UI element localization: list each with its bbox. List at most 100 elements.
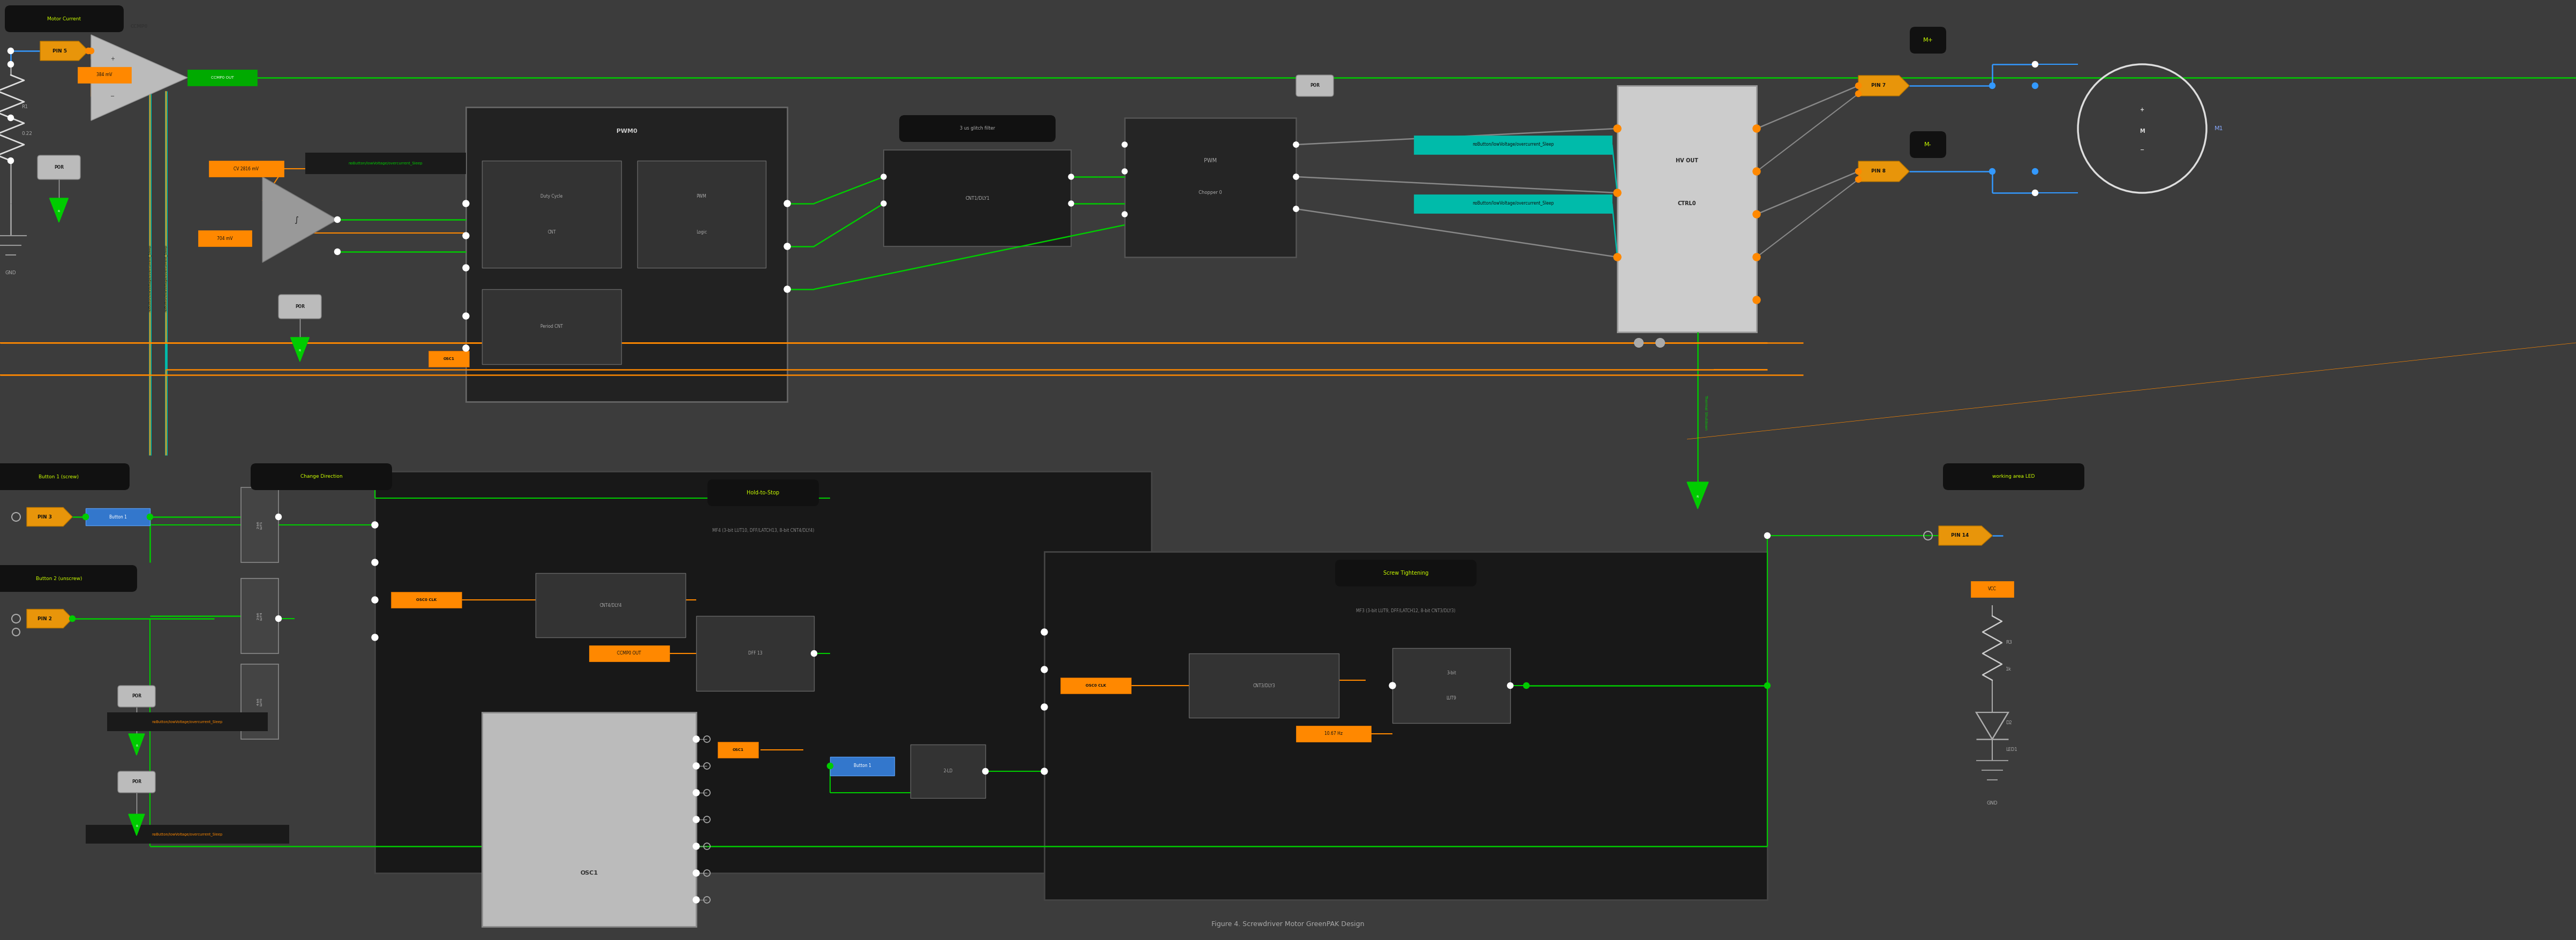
- Circle shape: [371, 597, 379, 603]
- Bar: [392, 592, 461, 608]
- Circle shape: [1522, 682, 1530, 688]
- FancyBboxPatch shape: [899, 116, 1056, 142]
- Text: Change Direction: Change Direction: [301, 475, 343, 479]
- Polygon shape: [26, 609, 72, 628]
- Text: Thermal Shutdown: Thermal Shutdown: [1705, 395, 1708, 431]
- Bar: [307, 152, 466, 174]
- Bar: [696, 616, 814, 691]
- Bar: [188, 70, 258, 86]
- Circle shape: [8, 158, 13, 164]
- Circle shape: [693, 816, 701, 822]
- Circle shape: [464, 345, 469, 352]
- Circle shape: [1754, 168, 1759, 174]
- FancyBboxPatch shape: [0, 463, 129, 490]
- Circle shape: [1752, 211, 1759, 218]
- Bar: [1414, 195, 1613, 212]
- Circle shape: [1613, 125, 1620, 133]
- Text: Button 1 (screw): Button 1 (screw): [39, 475, 80, 479]
- Bar: [376, 471, 1151, 873]
- Text: working area LED: working area LED: [1991, 475, 2035, 479]
- Text: noButton/lowVoltage/overcurrent_Sleep: noButton/lowVoltage/overcurrent_Sleep: [1471, 201, 1553, 206]
- Bar: [85, 824, 289, 843]
- Circle shape: [1041, 704, 1048, 711]
- Text: CNT3/DLY3: CNT3/DLY3: [1252, 683, 1275, 688]
- Text: M: M: [2141, 129, 2146, 133]
- Bar: [242, 665, 278, 739]
- Bar: [77, 67, 131, 83]
- Text: ∫: ∫: [294, 215, 299, 224]
- Text: MF3 (3-bit LUT9, DFF/LATCH12, 8-bit CNT3/DLY3): MF3 (3-bit LUT9, DFF/LATCH12, 8-bit CNT3…: [1355, 608, 1455, 613]
- FancyBboxPatch shape: [1334, 559, 1476, 587]
- Text: 0.22: 0.22: [21, 132, 31, 136]
- Text: M+: M+: [1922, 38, 1932, 43]
- Circle shape: [1293, 174, 1298, 180]
- Circle shape: [88, 72, 93, 78]
- Text: CNT1/DLY1: CNT1/DLY1: [966, 196, 989, 200]
- Circle shape: [1123, 142, 1128, 148]
- Circle shape: [1507, 682, 1512, 688]
- Bar: [466, 107, 788, 401]
- Circle shape: [783, 286, 791, 292]
- FancyBboxPatch shape: [278, 294, 322, 319]
- Text: POR: POR: [54, 164, 64, 170]
- Text: POR: POR: [1311, 84, 1319, 88]
- Text: noButton/lowVoltage/overcurrent_Sleep: noButton/lowVoltage/overcurrent_Sleep: [152, 833, 224, 837]
- Text: OSC1: OSC1: [443, 357, 453, 360]
- Text: PWM: PWM: [696, 194, 706, 198]
- Circle shape: [8, 115, 13, 120]
- Text: PIN 3: PIN 3: [39, 514, 52, 519]
- Circle shape: [371, 522, 379, 528]
- Text: PIN 8: PIN 8: [1873, 169, 1886, 174]
- Text: Logic: Logic: [696, 229, 706, 234]
- Circle shape: [1293, 174, 1298, 180]
- Text: −: −: [111, 94, 116, 100]
- Text: GND: GND: [1986, 801, 1999, 806]
- Text: CTRL0: CTRL0: [1677, 201, 1695, 206]
- Circle shape: [1293, 206, 1298, 212]
- Text: CV 2816 mV: CV 2816 mV: [234, 166, 260, 171]
- Circle shape: [1069, 174, 1074, 180]
- Circle shape: [981, 768, 989, 775]
- Circle shape: [85, 48, 90, 54]
- Circle shape: [1989, 168, 1996, 174]
- Text: POR: POR: [296, 305, 304, 309]
- Text: CCMP0 OUT: CCMP0 OUT: [618, 651, 641, 656]
- Polygon shape: [1857, 162, 1909, 181]
- FancyBboxPatch shape: [1942, 463, 2084, 490]
- Circle shape: [783, 287, 791, 292]
- Text: 3-bit: 3-bit: [1448, 670, 1455, 676]
- Circle shape: [693, 762, 701, 769]
- Text: OSC0 CLK: OSC0 CLK: [1084, 684, 1105, 687]
- Text: M-: M-: [1924, 142, 1932, 148]
- Text: GND: GND: [5, 271, 15, 275]
- Circle shape: [335, 216, 340, 223]
- Circle shape: [1293, 142, 1298, 148]
- Text: 2-bit
LUT1: 2-bit LUT1: [258, 521, 263, 529]
- Polygon shape: [1940, 526, 1991, 545]
- Polygon shape: [1857, 75, 1909, 96]
- Circle shape: [1855, 91, 1862, 97]
- Text: OSC1: OSC1: [732, 748, 744, 751]
- Circle shape: [1041, 666, 1048, 673]
- Circle shape: [693, 843, 701, 850]
- Circle shape: [1293, 142, 1298, 148]
- Bar: [909, 744, 987, 798]
- Circle shape: [693, 736, 701, 743]
- Polygon shape: [90, 35, 188, 120]
- Text: 704 mV: 704 mV: [216, 236, 232, 241]
- Text: noButton/lowVoltage/overcurrent_Sleep: noButton/lowVoltage/overcurrent_Sleep: [1471, 142, 1553, 147]
- Text: POR: POR: [131, 694, 142, 698]
- Circle shape: [1989, 83, 1996, 88]
- Text: R1: R1: [21, 104, 28, 110]
- Bar: [636, 161, 765, 268]
- Circle shape: [1754, 254, 1759, 260]
- Text: VCC: VCC: [1989, 587, 1996, 591]
- Bar: [1061, 678, 1131, 694]
- Circle shape: [2032, 61, 2038, 68]
- Text: CCMP0 OUT: CCMP0 OUT: [211, 76, 234, 79]
- Polygon shape: [41, 41, 88, 60]
- Circle shape: [88, 48, 93, 54]
- Circle shape: [1752, 125, 1759, 133]
- Circle shape: [1293, 206, 1298, 212]
- Circle shape: [82, 514, 88, 520]
